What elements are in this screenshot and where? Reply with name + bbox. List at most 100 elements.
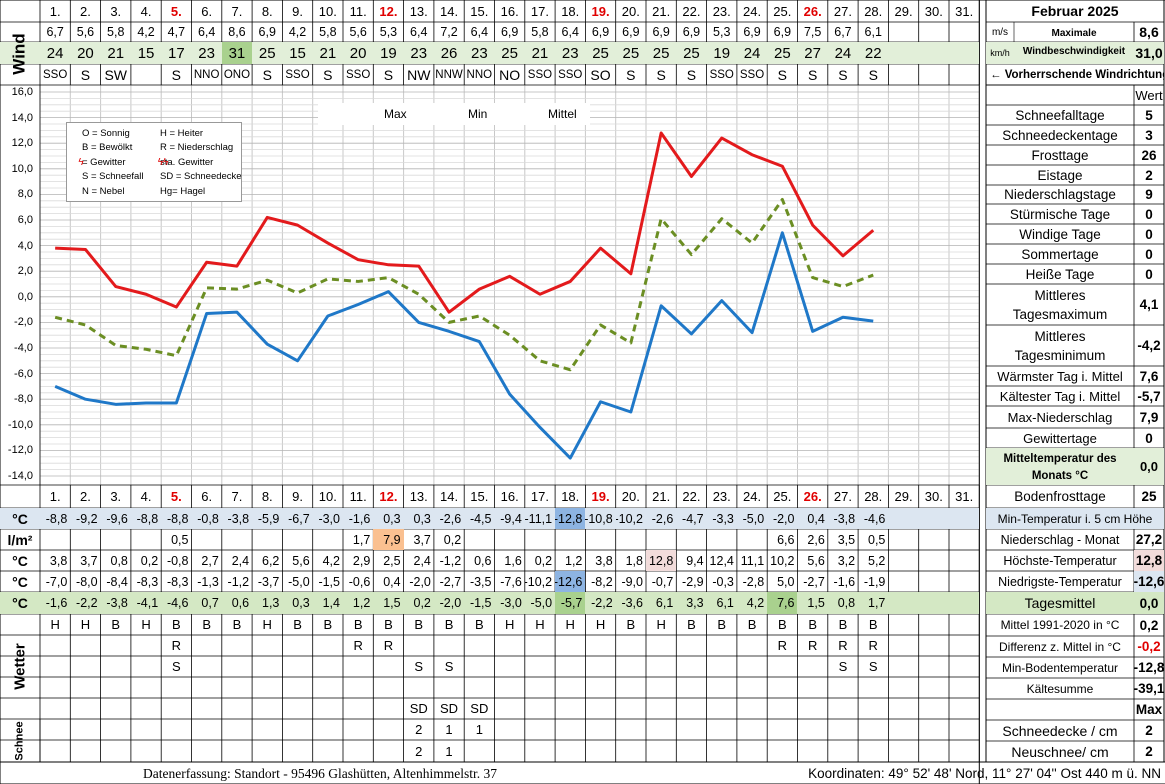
wetter-line1: B [202,617,211,632]
wind-kmh [919,42,949,64]
schneedecke-value [767,719,797,740]
wind-kmh: 15 [137,44,155,62]
niedrig-value: -1,5 [318,574,340,589]
y-tick-label: 4,0 [17,239,33,252]
top-day: 23. [712,3,731,19]
wetter-line1: B [384,617,393,632]
wind-dir: SO [590,66,611,83]
wetter-line1: B [444,617,454,632]
nieder-value [737,529,767,550]
mitteltemp-label-1: Mitteltemperatur des [1003,452,1117,465]
y-tick-label: 12,0 [11,137,33,150]
niedrig-value: -1,9 [863,574,886,589]
top-day: 20. [621,3,640,19]
wetter-line2: R [383,638,394,653]
niedrig-value: -1,3 [197,574,219,589]
neuschnee-value [555,740,585,762]
mittel-value: 0,3 [292,596,310,610]
stat-label: Sommertage [1021,246,1099,262]
mittel-value: 0,7 [201,596,219,610]
wind-kmh: 23 [198,44,215,62]
wetter-line2 [888,635,918,656]
top-day: 30. [924,3,943,19]
wetter-line3 [888,656,918,677]
wind-dir [919,64,949,85]
wetter-label-text: Wetter [11,643,29,690]
boden-value: -8,8 [166,511,189,526]
wetter-line2 [70,635,100,656]
wetter-line2 [313,635,343,656]
niedrig-value: -2,0 [409,574,431,589]
wind-dir: SW [104,66,128,83]
hoechst-value: 3,2 [837,553,856,568]
boden-value [888,508,918,529]
wind-dir: S [171,66,181,83]
wetter-line1: B [475,617,484,632]
wind-kmh: 24 [834,44,852,62]
schneedecke-value [40,719,70,740]
niedrig-value: -12,6 [1134,571,1164,592]
schneedecke-value [313,719,343,740]
mittel-value: -1,6 [45,596,68,610]
wetter-line5 [555,698,585,719]
hoechst-value [949,550,979,571]
bottom-day: 28. [864,489,883,504]
wetter-line3 [252,656,282,677]
y-tick-label: 10,0 [11,162,33,175]
top-day: 3. [110,3,122,19]
stat-value: 0 [1145,206,1153,222]
bottom-day: 15. [470,489,489,504]
wetter-line3 [282,656,312,677]
wind-kmh: 21 [531,44,549,62]
nieder-value [252,529,282,550]
boden-value: -3,3 [712,511,734,526]
wind-dir: SSO [527,68,553,81]
wetter-line2: R [353,638,363,653]
hoechst-value: -0,8 [166,553,189,568]
boden-value: 0,3 [383,511,401,526]
stat-value: 3 [1145,127,1153,143]
hoechst-value: 6,2 [262,553,280,568]
niedrig-value: -7,0 [45,574,68,589]
neuschnee-value [343,740,373,762]
wind-dir: S [80,66,91,83]
schneedecke-value [101,719,131,740]
boden-value: -9,2 [76,511,98,526]
wetter-line2 [555,635,585,656]
mittel-value: 1,5 [383,596,401,610]
wetter-line5 [343,698,373,719]
wetter-line1: B [747,617,757,632]
neuschnee-value [798,740,828,762]
wind-ms: 5,3 [379,25,398,39]
hoechst-value: 5,6 [292,553,310,568]
nieder-value [222,529,252,550]
mittel-value: -2,0 [439,596,462,610]
nieder-value [707,529,737,550]
mittel-value: -1,5 [469,596,492,610]
wind-kmh: 26 [440,44,458,62]
wind-ms: 6,9 [500,25,519,39]
schneedecke-total: 2 [1145,723,1153,738]
wind-dir: S [838,66,848,83]
wetter-line1: B [172,617,181,632]
bodenfrost-value: 25 [1141,489,1157,504]
legend-box [318,103,590,125]
neuschnee-value [101,740,131,762]
wetter-line1: B [353,617,363,632]
boden-value: 0,4 [807,511,825,526]
footer-right: Koordinaten: 49° 52' 48' Nord, 11° 27' 0… [808,766,1161,781]
wetter-line5 [707,698,737,719]
wetter-line2: R [868,638,878,653]
wetter-line3 [798,656,828,677]
hoechst-value: 0,2 [534,553,553,568]
top-day: 17. [530,3,549,19]
wind-dir: NNO [466,68,493,81]
schneedecke-value [282,719,312,740]
niedrig-value: -2,7 [439,574,462,589]
schneedecke-value [798,719,828,740]
wind-label-text: Wind [10,32,30,75]
niedrig-value: -8,3 [136,574,159,589]
wetter-line2 [252,635,282,656]
key-right: H = Heiter [160,127,204,139]
schneedecke-value [737,719,767,740]
